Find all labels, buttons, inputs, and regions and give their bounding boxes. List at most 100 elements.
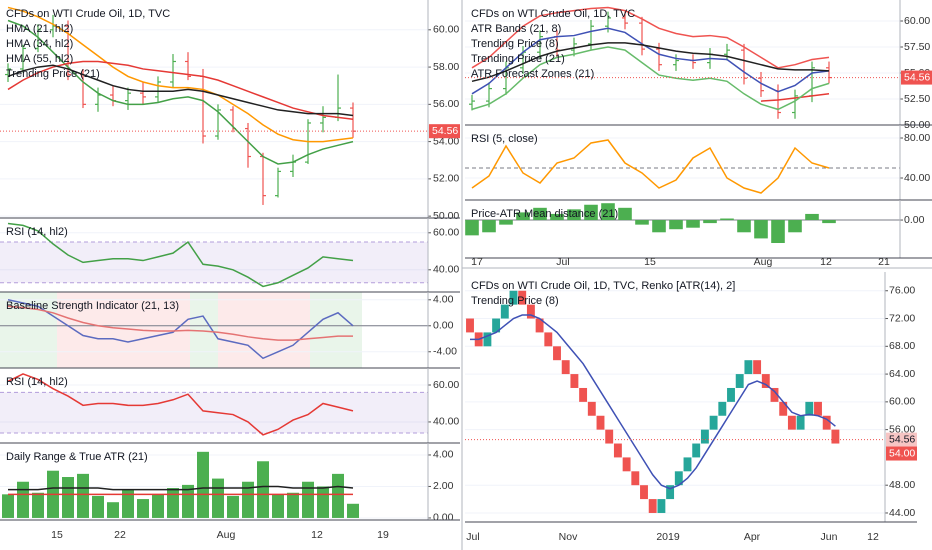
bar: [805, 213, 819, 221]
x-tick-label: 12: [867, 531, 879, 543]
bar: [197, 451, 209, 518]
zone: [57, 292, 190, 368]
panel-title: RSI (5, close): [471, 133, 538, 145]
renko-brick: [761, 374, 770, 388]
bar: [62, 477, 74, 518]
bar: [272, 494, 284, 518]
line: [8, 485, 354, 491]
y-tick-label: 0.00: [433, 512, 454, 524]
x-tick-label: 21: [878, 256, 890, 268]
x-tick-label: 19: [377, 529, 389, 541]
bar: [516, 212, 530, 221]
x-tick-label: Jul: [466, 531, 479, 543]
panel-title: Baseline Strength Indicator (21, 13): [6, 300, 179, 312]
panel-title: CFDs on WTI Crude Oil, 1D, TVC, Renko [A…: [471, 280, 735, 292]
x-tick-label: 2019: [656, 531, 680, 543]
bar: [584, 204, 598, 221]
renko-brick: [709, 415, 718, 430]
line: [7, 299, 354, 360]
bar: [2, 494, 14, 518]
legend-entry: Trending Price (8): [471, 295, 559, 307]
x-tick-label: Nov: [559, 531, 578, 543]
line: [471, 27, 830, 95]
x-tick-label: 12: [820, 256, 832, 268]
renko-brick: [770, 387, 779, 402]
y-tick-label: 60.00: [904, 15, 930, 27]
bar: [77, 473, 89, 518]
y-tick-label: 68.00: [889, 340, 915, 352]
bar: [332, 473, 344, 518]
bar: [567, 209, 581, 221]
x-tick-label: Jun: [821, 531, 838, 543]
panel-title: Daily Range & True ATR (21): [6, 451, 148, 463]
y-tick-label: 72.00: [889, 312, 915, 324]
legend-entry: ATR Forecast Zones (21): [471, 68, 594, 80]
x-tick-label: Jul: [556, 256, 569, 268]
y-tick-label: -4.00: [433, 346, 457, 358]
panel-title: CFDs on WTI Crude Oil, 1D, TVC: [471, 8, 635, 20]
renko-brick: [492, 318, 501, 333]
y-tick-label: 58.00: [433, 61, 459, 73]
bar: [302, 481, 314, 518]
y-tick-label: 44.00: [889, 507, 915, 519]
legend-entry: Trending Price (21): [471, 53, 565, 65]
x-tick-label: 12: [311, 529, 323, 541]
renko-brick: [657, 499, 666, 513]
renko-brick: [822, 415, 831, 430]
legend-entry: Trending Price (8): [471, 38, 559, 50]
line: [471, 6, 830, 69]
renko-brick: [587, 401, 596, 416]
y-tick-label: 57.50: [904, 41, 930, 53]
renko-brick: [787, 415, 796, 430]
renko-brick: [674, 471, 683, 486]
bar: [287, 492, 299, 518]
bar: [17, 481, 29, 518]
bar: [137, 499, 149, 518]
renko-brick: [753, 360, 762, 375]
line: [7, 60, 354, 120]
x-tick-label: Aug: [217, 529, 236, 541]
renko-brick: [483, 332, 492, 347]
renko-brick: [640, 485, 648, 500]
bar: [465, 220, 479, 236]
panel-title: RSI (14, hl2): [6, 226, 68, 238]
y-tick-label: 0.00: [433, 320, 454, 332]
renko-brick: [814, 401, 822, 416]
renko-brick: [796, 415, 805, 430]
y-tick-label: 80.00: [904, 132, 930, 144]
bar: [122, 489, 134, 518]
renko-brick: [631, 471, 640, 486]
bar: [669, 220, 683, 230]
renko-brick: [518, 290, 527, 305]
bar: [550, 213, 564, 221]
renko-brick: [553, 346, 561, 361]
bar: [771, 220, 785, 244]
renko-brick: [683, 457, 692, 472]
y-tick-label: 60.00: [433, 379, 459, 391]
bar: [652, 220, 666, 233]
bar: [257, 461, 269, 518]
y-tick-label: 0.00: [904, 214, 925, 226]
bar: [822, 220, 836, 224]
renko-brick: [622, 457, 631, 472]
level-band: [0, 242, 428, 283]
renko-brick: [466, 318, 474, 333]
renko-brick: [579, 387, 588, 402]
renko-brick: [509, 290, 518, 305]
bar: [347, 503, 359, 518]
renko-brick: [718, 401, 727, 416]
renko-brick: [700, 429, 709, 444]
bar: [32, 492, 44, 518]
legend-entry: Trending Price (21): [6, 68, 100, 80]
line: [7, 6, 354, 143]
renko-brick: [648, 499, 657, 513]
bar: [788, 220, 802, 233]
line: [7, 305, 353, 341]
y-tick-label: 40.00: [433, 264, 459, 276]
renko-brick: [596, 415, 605, 430]
y-tick-label: 64.00: [889, 368, 915, 380]
line: [7, 64, 354, 117]
y-tick-label: 52.50: [904, 93, 930, 105]
renko-brick: [561, 360, 570, 375]
y-tick-label: 40.00: [433, 416, 459, 428]
